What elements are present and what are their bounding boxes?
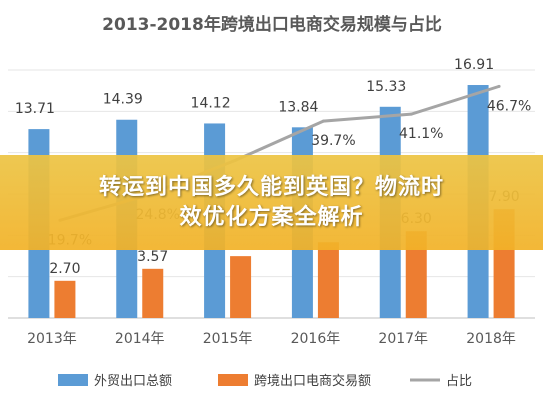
x-tick-label: 2015年 [203, 331, 253, 347]
bar-ecommerce [405, 231, 427, 318]
legend-label: 跨境出口电商交易额 [254, 373, 371, 389]
x-tick-label: 2013年 [27, 331, 77, 347]
line-point [497, 84, 501, 88]
chart-title: 2013-2018年跨境出口电商交易规模与占比 [102, 14, 442, 35]
line-data-label: 46.7% [487, 98, 531, 114]
bar-ecommerce [54, 280, 76, 318]
data-label: 16.91 [454, 57, 494, 73]
data-label: 13.71 [15, 101, 55, 117]
legend-swatch [58, 374, 88, 386]
data-label: 15.33 [366, 79, 406, 95]
legend-label: 占比 [446, 374, 472, 389]
data-label: 13.84 [278, 99, 318, 115]
data-label: 14.12 [191, 95, 231, 111]
x-tick-label: 2014年 [115, 331, 165, 347]
x-tick-label: 2018年 [466, 331, 516, 347]
line-point [409, 112, 413, 116]
x-tick-label: 2017年 [378, 331, 428, 347]
line-point [321, 119, 325, 123]
legend-swatch [218, 374, 248, 386]
data-label: 3.57 [137, 249, 168, 265]
legend-label: 外贸出口总额 [94, 374, 172, 389]
overlay-banner: 转运到中国多久能到英国？物流时 效优化方案全解析 [0, 155, 543, 250]
data-label: 14.39 [103, 92, 143, 108]
bar-ecommerce [230, 256, 252, 318]
line-data-label: 41.1% [399, 126, 443, 142]
bar-ecommerce [317, 242, 339, 318]
line-data-label: 39.7% [311, 133, 355, 149]
overlay-title-line1: 转运到中国多久能到英国？物流时 [98, 174, 444, 200]
bar-ecommerce [142, 268, 164, 318]
overlay-title-line2: 效优化方案全解析 [179, 204, 364, 230]
data-label: 2.70 [49, 261, 80, 277]
x-tick-label: 2016年 [291, 331, 341, 347]
